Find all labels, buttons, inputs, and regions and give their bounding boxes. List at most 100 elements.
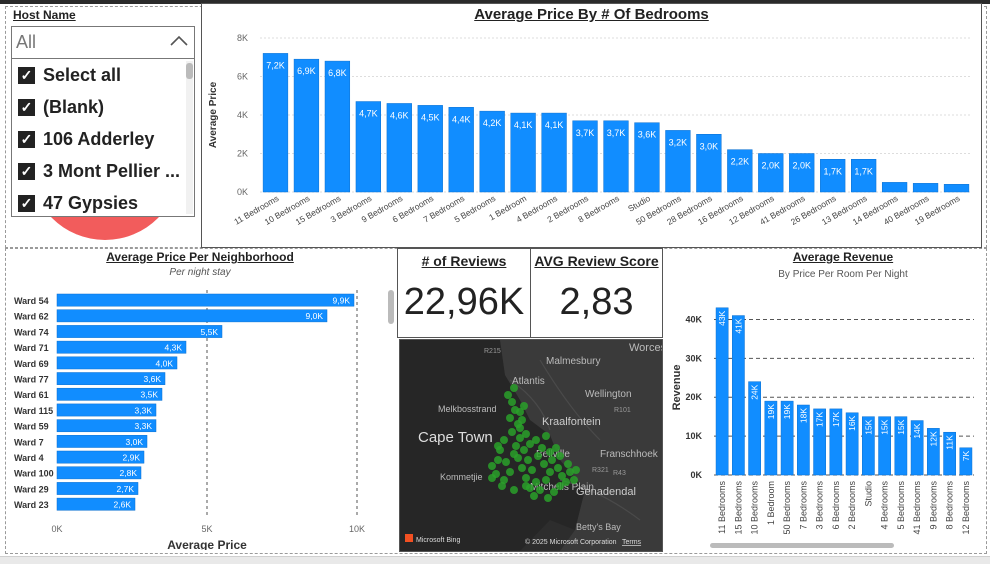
bar[interactable] — [910, 420, 924, 476]
bar[interactable] — [56, 372, 166, 385]
map-dot[interactable] — [516, 424, 524, 432]
chart-hscrollbar[interactable] — [710, 543, 894, 548]
neighborhood-chart-panel[interactable]: Average Price Per Neighborhood Per night… — [10, 250, 394, 550]
listing-dots[interactable] — [488, 384, 580, 502]
checkbox-checked-icon[interactable]: ✓ — [18, 162, 35, 180]
map-dot[interactable] — [506, 414, 514, 422]
host-name-list[interactable]: ✓ Select all ✓ (Blank) ✓ 106 Adderley ✓ 3 Mo… — [11, 58, 195, 217]
map-dot[interactable] — [494, 442, 502, 450]
map-dot[interactable] — [522, 430, 530, 438]
bar[interactable] — [665, 130, 691, 193]
bar[interactable] — [894, 416, 908, 476]
bar[interactable] — [732, 315, 745, 476]
bar[interactable] — [603, 120, 629, 193]
map-dot[interactable] — [498, 482, 506, 490]
map-dot[interactable] — [528, 466, 536, 474]
bar[interactable] — [764, 400, 778, 476]
bar[interactable] — [912, 183, 939, 193]
neighborhood-bar-chart[interactable]: 0K 5K 10K Ward 54 9,9K Ward 62 9,0K Ward 74 5,5K… — [10, 280, 390, 550]
bar[interactable] — [845, 412, 859, 476]
bar[interactable] — [56, 435, 148, 448]
bar[interactable] — [56, 356, 178, 370]
bar[interactable] — [634, 122, 660, 193]
bar[interactable] — [789, 153, 815, 193]
bar[interactable] — [56, 419, 157, 433]
map-dot[interactable] — [494, 456, 502, 464]
map-canvas[interactable]: R215 Malmesbury Worcester Atlantis Welli… — [400, 340, 662, 551]
bar[interactable] — [820, 159, 846, 193]
bar[interactable] — [541, 112, 567, 193]
map-dot[interactable] — [532, 436, 540, 444]
map-dot[interactable] — [554, 464, 562, 472]
chevron-up-icon[interactable] — [170, 30, 188, 51]
map-dot[interactable] — [510, 384, 518, 392]
map-dot[interactable] — [508, 428, 516, 436]
map-dot[interactable] — [570, 476, 578, 484]
bar[interactable] — [748, 381, 761, 476]
map-dot[interactable] — [532, 478, 540, 486]
map-dot[interactable] — [508, 398, 516, 406]
host-name-dropdown[interactable]: All — [11, 26, 195, 59]
bar[interactable] — [56, 482, 139, 495]
bar[interactable] — [324, 60, 351, 193]
checkbox-checked-icon[interactable]: ✓ — [18, 194, 35, 212]
map-dot[interactable] — [544, 494, 552, 502]
map-dot[interactable] — [550, 488, 558, 496]
bar[interactable] — [797, 404, 810, 476]
map-dot[interactable] — [520, 402, 528, 410]
bedrooms-chart-panel[interactable]: Average Price By # Of Bedrooms Average P… — [201, 3, 982, 248]
list-item-106-adderley[interactable]: ✓ 106 Adderley — [12, 123, 194, 155]
map-dot[interactable] — [556, 452, 564, 460]
list-scroll-thumb[interactable] — [186, 63, 193, 79]
bar[interactable] — [881, 182, 908, 193]
bar[interactable] — [851, 159, 877, 193]
bar[interactable] — [448, 107, 474, 193]
map-dot[interactable] — [488, 474, 496, 482]
map-dot[interactable] — [522, 482, 530, 490]
bar[interactable] — [56, 387, 163, 401]
map-dot[interactable] — [510, 450, 518, 458]
map-dot[interactable] — [522, 474, 530, 482]
map-dot[interactable] — [538, 444, 546, 452]
map-dot[interactable] — [502, 458, 510, 466]
bar[interactable] — [878, 416, 891, 476]
bar[interactable] — [56, 309, 328, 323]
map-dot[interactable] — [530, 492, 538, 500]
map-dot[interactable] — [558, 472, 566, 480]
bar[interactable] — [943, 431, 956, 476]
map-dot[interactable] — [510, 486, 518, 494]
bar[interactable] — [293, 58, 320, 193]
map-dot[interactable] — [536, 486, 544, 494]
bar[interactable] — [829, 408, 843, 476]
bar[interactable] — [56, 466, 142, 480]
map-dot[interactable] — [504, 391, 512, 399]
revenue-chart-panel[interactable]: Average Revenue By Price Per Room Per Ni… — [664, 250, 982, 550]
map-visual[interactable]: R215 Malmesbury Worcester Atlantis Welli… — [399, 339, 663, 552]
bar[interactable] — [56, 325, 223, 338]
bar[interactable] — [696, 134, 722, 193]
map-dot[interactable] — [548, 456, 556, 464]
map-dot[interactable] — [488, 462, 496, 470]
bar[interactable] — [813, 408, 826, 476]
map-dot[interactable] — [542, 432, 550, 440]
checkbox-checked-icon[interactable]: ✓ — [18, 66, 35, 84]
bar[interactable] — [715, 307, 729, 476]
list-item-select-all[interactable]: ✓ Select all — [12, 59, 194, 91]
list-scrollbar[interactable] — [186, 61, 193, 214]
bar[interactable] — [927, 428, 940, 476]
map-dot[interactable] — [546, 448, 554, 456]
bar[interactable] — [386, 103, 412, 193]
map-dot[interactable] — [512, 442, 520, 450]
map-dot[interactable] — [516, 408, 524, 416]
map-dot[interactable] — [562, 478, 570, 486]
map-dot[interactable] — [500, 436, 508, 444]
list-item-blank[interactable]: ✓ (Blank) — [12, 91, 194, 123]
checkbox-checked-icon[interactable]: ✓ — [18, 98, 35, 116]
bar[interactable] — [262, 53, 289, 193]
map-dot[interactable] — [520, 446, 528, 454]
bar[interactable] — [417, 105, 443, 193]
bar[interactable] — [510, 112, 536, 193]
bar[interactable] — [727, 149, 753, 193]
map-dot[interactable] — [556, 482, 564, 490]
map-dot[interactable] — [534, 452, 542, 460]
